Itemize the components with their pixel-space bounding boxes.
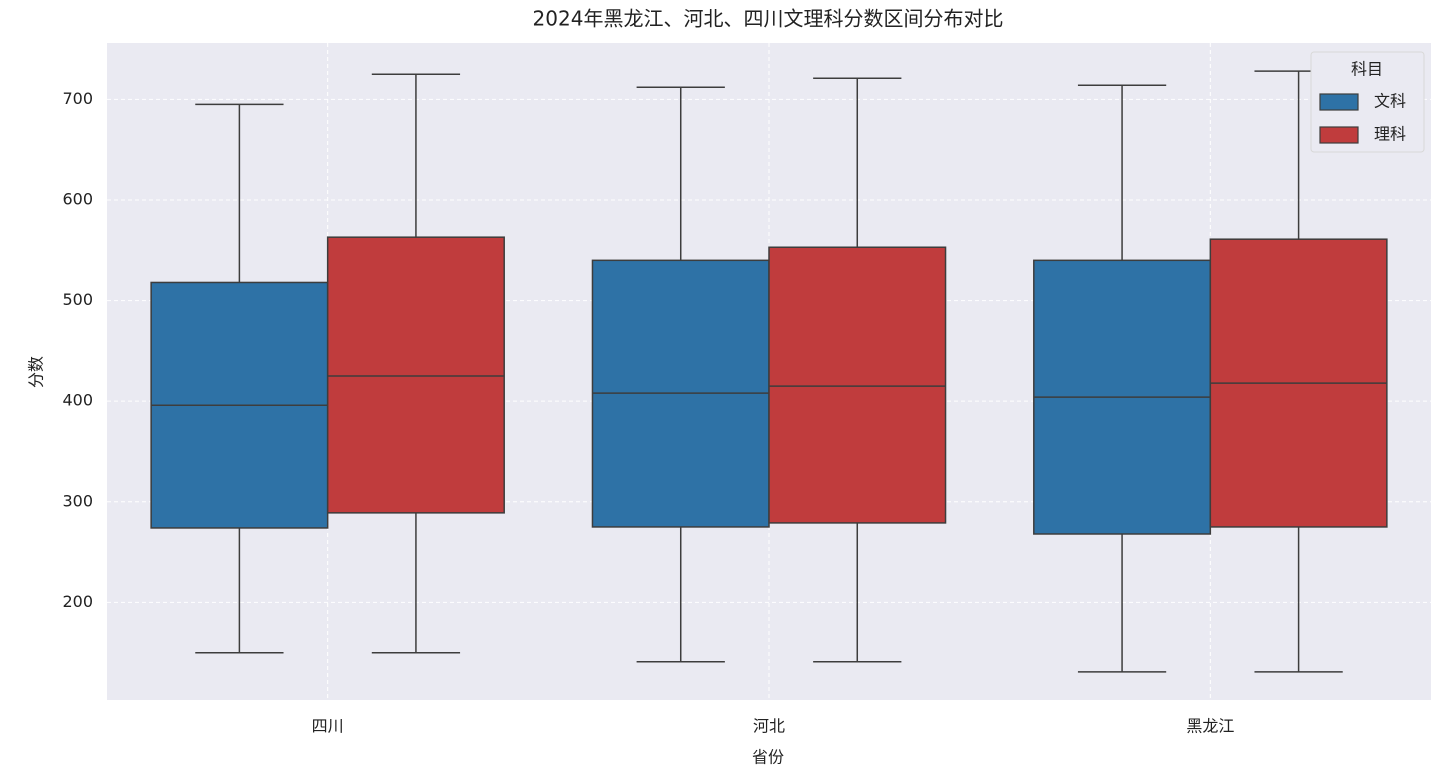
legend-swatch: [1319, 93, 1359, 111]
y-axis-label: 分数: [27, 356, 46, 388]
legend-title: 科目: [1351, 60, 1383, 79]
chart-title: 2024年黑龙江、河北、四川文理科分数区间分布对比: [533, 7, 1004, 31]
y-tick-label: 500: [62, 290, 93, 309]
x-tick-label: 河北: [753, 717, 785, 736]
legend-swatch: [1319, 126, 1359, 144]
x-tick-label: 四川: [312, 717, 344, 736]
box: [768, 246, 947, 524]
y-tick-label: 200: [62, 592, 93, 611]
legend-label: 文科: [1374, 92, 1406, 111]
y-tick-label: 300: [62, 491, 93, 510]
box: [326, 236, 505, 514]
y-tick-label: 700: [62, 89, 93, 108]
y-tick-label: 600: [62, 189, 93, 208]
x-tick-label: 黑龙江: [1186, 717, 1234, 736]
y-tick-label: 400: [62, 391, 93, 410]
legend-label: 理科: [1374, 125, 1406, 144]
x-axis-label: 省份: [752, 748, 784, 767]
